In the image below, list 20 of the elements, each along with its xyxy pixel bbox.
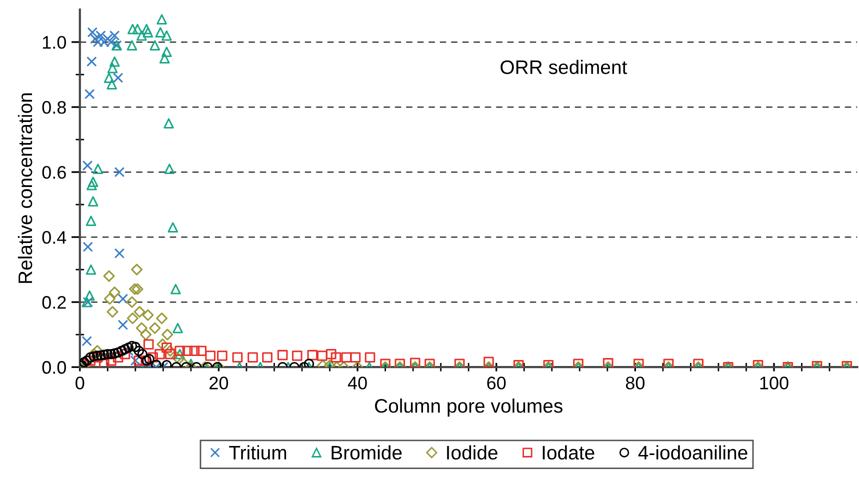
x-tick-label: 0 (76, 376, 84, 390)
y-tick-label: 1.0 (42, 36, 66, 49)
x-tick-label: 80 (626, 376, 645, 390)
annotation: ORR sediment (500, 60, 628, 74)
x-tick-label: 20 (210, 376, 228, 390)
y-tick-label: 0.6 (42, 166, 66, 179)
x-tick-label: 100 (760, 376, 788, 390)
y-axis-title: Relative concentration (18, 93, 32, 283)
y-tick-label: 0.0 (42, 361, 66, 374)
legend-label: Tritium (229, 445, 286, 460)
x-tick-label: 60 (487, 376, 506, 390)
x-tick-label: 40 (348, 376, 367, 390)
legend-label: Bromide (332, 445, 402, 460)
y-tick-label: 0.4 (42, 231, 66, 244)
legend-label: Iodate (542, 445, 594, 460)
legend-label: Iodide (447, 445, 498, 460)
x-axis-title: Column pore volumes (375, 398, 562, 417)
legend-label: 4-iodoaniline (638, 445, 748, 460)
y-tick-label: 0.2 (42, 296, 66, 309)
y-tick-label: 0.8 (42, 101, 66, 114)
